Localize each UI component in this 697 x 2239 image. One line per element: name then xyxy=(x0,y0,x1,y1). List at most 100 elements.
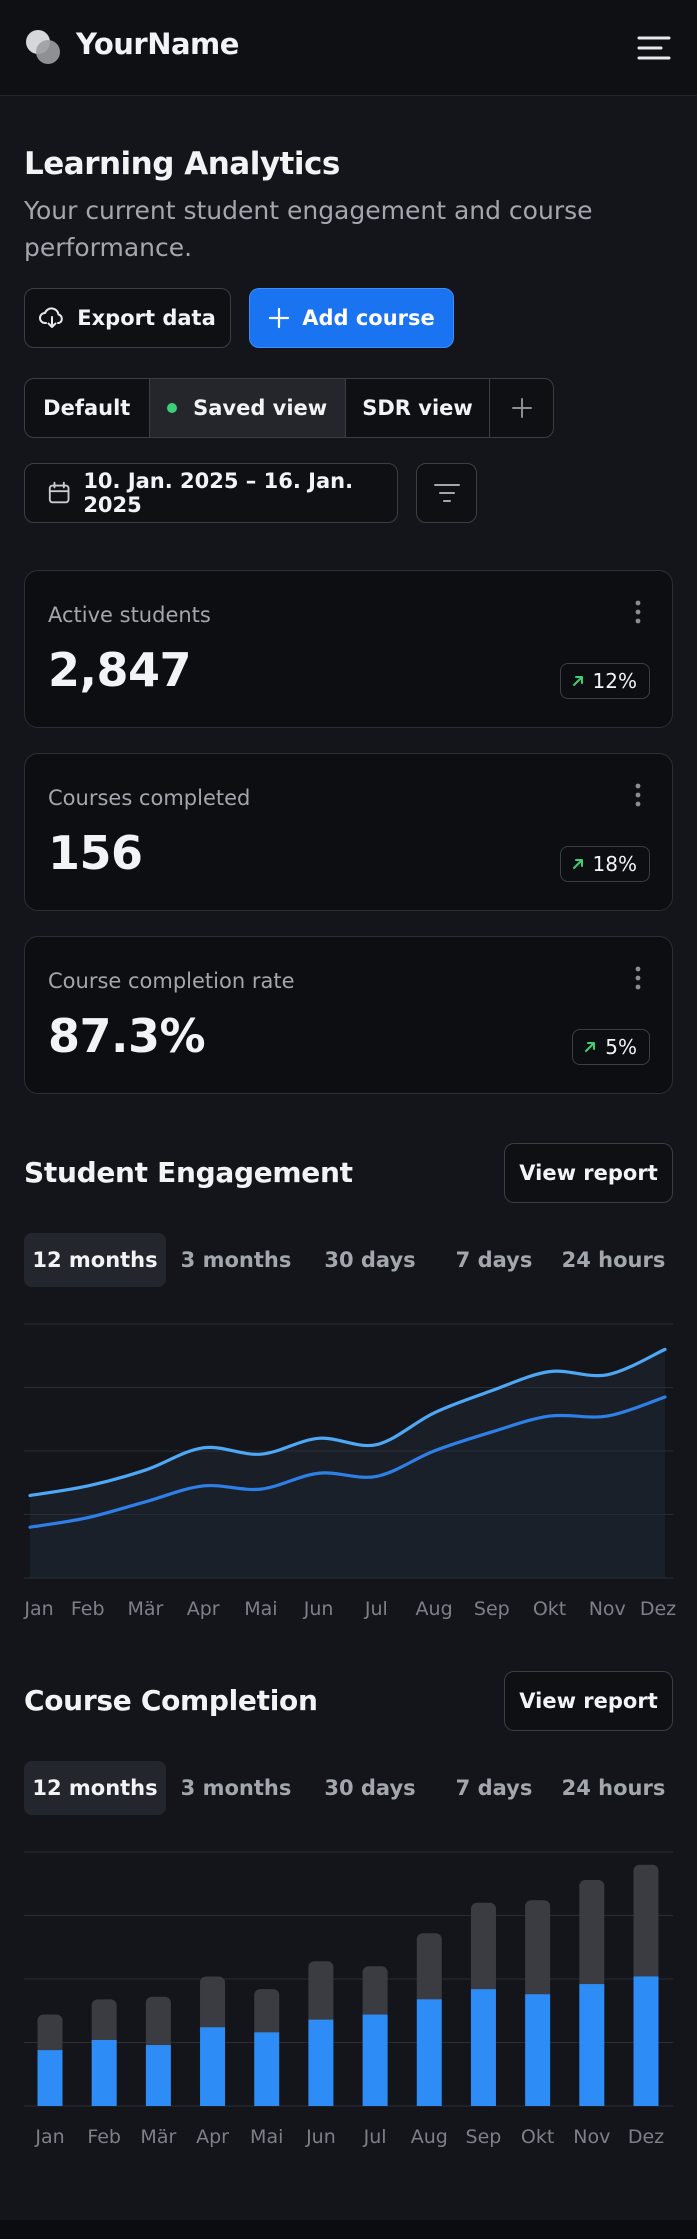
x-tick-label: Nov xyxy=(588,1598,626,1620)
x-tick-label: Aug xyxy=(410,2126,448,2148)
date-range-label: 10. Jan. 2025 – 16. Jan. 2025 xyxy=(83,469,354,517)
bar-segment-total xyxy=(525,1900,551,2001)
metric-label: Active students xyxy=(48,603,211,627)
export-data-label: Export data xyxy=(77,306,216,330)
tab-30-days[interactable]: 30 days xyxy=(324,1248,416,1272)
top-header: YourName xyxy=(0,0,697,96)
series-line xyxy=(28,1395,667,1529)
view-tab-saved[interactable]: Saved view xyxy=(149,379,346,437)
tab-12-months[interactable]: 12 months xyxy=(24,1761,166,1815)
view-tab-label: Default xyxy=(43,396,131,420)
bar-segment-total xyxy=(145,1996,171,2052)
x-tick-label: Mär xyxy=(127,1598,164,1620)
bar-segment-completed xyxy=(254,2032,280,2106)
x-tick-label: Jun xyxy=(306,2126,336,2148)
arrow-up-right-icon xyxy=(572,859,583,869)
tab-7-days[interactable]: 7 days xyxy=(455,1776,533,1800)
x-tick-label: Jun xyxy=(303,1598,334,1620)
cloud-download-icon xyxy=(39,307,64,328)
bar-segment-completed xyxy=(416,1999,442,2106)
overlapping-circles-logo[interactable] xyxy=(24,28,64,68)
x-tick-label: Apr xyxy=(196,2126,229,2148)
x-tick-label: Dez xyxy=(627,2126,665,2148)
more-vertical-icon[interactable] xyxy=(632,782,644,808)
tab-24-hours[interactable]: 24 hours xyxy=(561,1248,666,1272)
metric-label: Courses completed xyxy=(48,786,251,810)
add-course-button[interactable]: Add course xyxy=(249,288,454,348)
x-tick-label: Sep xyxy=(465,2126,502,2148)
add-course-label: Add course xyxy=(302,306,435,330)
view-report-label: View report xyxy=(519,1689,658,1713)
tab-12-months[interactable]: 12 months xyxy=(24,1233,166,1287)
trend-value: 18% xyxy=(592,852,637,876)
bar-segment-total xyxy=(254,1989,280,2039)
bar-segment-completed xyxy=(91,2039,117,2106)
trend-badge: 18% xyxy=(559,846,650,882)
metric-card-active-students: Active students 2,847 12% xyxy=(24,570,673,728)
more-vertical-icon[interactable] xyxy=(632,599,644,625)
tab-30-days[interactable]: 30 days xyxy=(324,1776,416,1800)
tab-3-months[interactable]: 3 months xyxy=(180,1248,292,1272)
metric-card-courses-completed: Courses completed 156 18% xyxy=(24,753,673,911)
bar-segment-completed xyxy=(579,1984,605,2106)
bar-segment-completed xyxy=(362,2014,388,2106)
tab-7-days[interactable]: 7 days xyxy=(455,1248,533,1272)
engagement-range-tabs: 12 months 3 months 30 days 7 days 24 hou… xyxy=(24,1233,673,1287)
trend-value: 12% xyxy=(592,669,637,693)
x-tick-label: Mai xyxy=(244,1598,278,1620)
view-tab-label: SDR view xyxy=(362,396,473,420)
metric-value: 87.3% xyxy=(48,1009,206,1063)
plus-icon xyxy=(511,398,532,418)
filter-button[interactable] xyxy=(416,463,477,523)
view-tab-sdr[interactable]: SDR view xyxy=(346,379,491,437)
bar-segment-total xyxy=(470,1902,496,1996)
x-tick-label: Nov xyxy=(573,2126,611,2148)
menu-icon[interactable] xyxy=(636,32,672,64)
trend-badge: 5% xyxy=(572,1029,650,1065)
x-tick-label: Okt xyxy=(532,1598,567,1620)
bar-segment-completed xyxy=(470,1989,496,2106)
calendar-icon xyxy=(48,481,70,504)
completion-title: Course Completion xyxy=(24,1684,318,1717)
bar-segment-completed xyxy=(37,2050,63,2106)
metric-value: 2,847 xyxy=(48,643,192,697)
add-view-button[interactable] xyxy=(490,379,553,437)
series-line xyxy=(28,1347,667,1498)
footer-band xyxy=(0,2220,697,2239)
bar-segment-total xyxy=(308,1961,334,2026)
more-vertical-icon[interactable] xyxy=(632,965,644,991)
x-tick-label: Jan xyxy=(35,2126,65,2148)
bar-segment-completed xyxy=(145,2045,171,2106)
arrow-up-right-icon xyxy=(572,676,583,686)
x-tick-label: Feb xyxy=(70,1598,105,1620)
series-area xyxy=(30,1349,665,1578)
trend-badge: 12% xyxy=(559,663,650,699)
tab-3-months[interactable]: 3 months xyxy=(180,1776,292,1800)
x-tick-label: Okt xyxy=(520,2126,555,2148)
brand-name[interactable]: YourName xyxy=(76,27,239,61)
completion-range-tabs: 12 months 3 months 30 days 7 days 24 hou… xyxy=(24,1761,673,1815)
view-tab-label: Saved view xyxy=(193,396,328,420)
date-range-picker[interactable]: 10. Jan. 2025 – 16. Jan. 2025 xyxy=(24,463,398,523)
engagement-view-report-button[interactable]: View report xyxy=(504,1143,673,1203)
export-data-button[interactable]: Export data xyxy=(24,288,231,348)
view-switcher: Default Saved view SDR view xyxy=(24,378,554,438)
tab-24-hours[interactable]: 24 hours xyxy=(561,1776,666,1800)
trend-value: 5% xyxy=(605,1035,637,1059)
x-tick-label: Sep xyxy=(473,1598,510,1620)
x-tick-label: Dez xyxy=(639,1598,677,1620)
view-tab-default[interactable]: Default xyxy=(25,379,150,437)
arrow-up-right-icon xyxy=(585,1042,596,1052)
view-report-label: View report xyxy=(519,1161,658,1185)
metric-card-completion-rate: Course completion rate 87.3% 5% xyxy=(24,936,673,1094)
completion-view-report-button[interactable]: View report xyxy=(504,1671,673,1731)
metric-value: 156 xyxy=(48,826,143,880)
engagement-title: Student Engagement xyxy=(24,1156,353,1189)
completion-bar-chart xyxy=(24,1851,673,2107)
bar-segment-total xyxy=(200,1976,226,2034)
plus-icon xyxy=(269,307,290,329)
bar-segment-total xyxy=(362,1966,388,2021)
bar-segment-total xyxy=(416,1933,442,2006)
x-tick-label: Feb xyxy=(87,2126,121,2148)
bar-segment-completed xyxy=(308,2019,334,2106)
